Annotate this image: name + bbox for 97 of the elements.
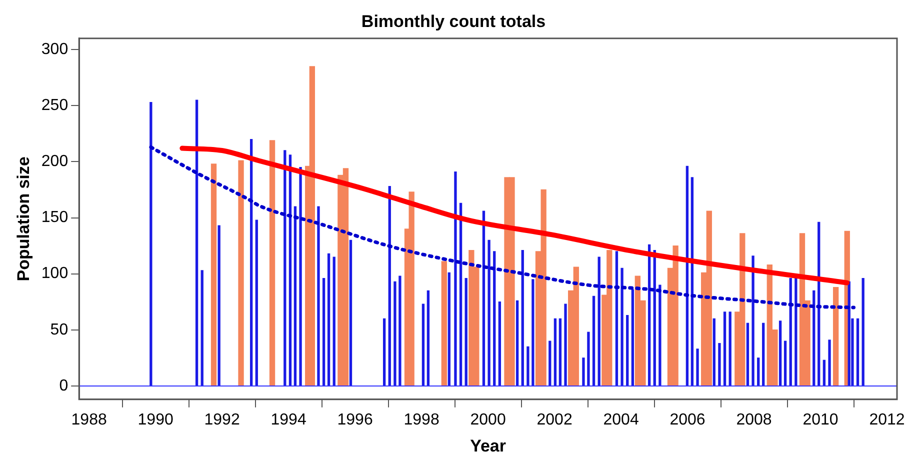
bar	[696, 348, 699, 386]
bar	[332, 256, 336, 386]
y-tick-label: 150	[41, 209, 68, 226]
bar	[150, 102, 152, 386]
bar	[521, 250, 524, 386]
bar	[317, 206, 320, 386]
bar	[762, 322, 765, 386]
y-axis-title: Population size	[14, 156, 33, 282]
bar	[498, 302, 502, 386]
bar	[812, 290, 816, 386]
bar	[723, 312, 726, 386]
bar	[631, 289, 634, 386]
bar	[587, 332, 590, 386]
y-tick-label: 100	[41, 265, 68, 282]
bar	[269, 140, 276, 386]
bar	[516, 300, 519, 386]
bar	[488, 240, 490, 386]
bar	[828, 340, 831, 386]
x-tick-label: 2012	[869, 411, 905, 428]
bar	[195, 100, 198, 386]
bar	[408, 192, 414, 386]
bar	[532, 279, 534, 386]
bar	[210, 164, 217, 386]
bar	[626, 314, 629, 386]
y-tick-label: 50	[50, 321, 68, 338]
bar	[398, 276, 402, 386]
bar	[789, 278, 792, 386]
bar	[718, 343, 721, 386]
x-tick-label: 2008	[736, 411, 772, 428]
bar	[294, 206, 297, 386]
line-series	[149, 145, 856, 310]
x-tick-label: 2006	[670, 411, 706, 428]
bar	[686, 166, 689, 386]
bar	[856, 318, 860, 386]
y-tick-label: 200	[41, 153, 68, 170]
x-tick-label: 1996	[337, 411, 373, 428]
bar	[309, 66, 315, 386]
y-tick-label: 0	[59, 377, 68, 394]
x-tick-label: 1994	[270, 411, 306, 428]
bar	[250, 138, 253, 386]
bar	[620, 268, 624, 386]
bar	[288, 154, 292, 386]
bar	[299, 167, 302, 386]
bar	[848, 281, 850, 386]
bar	[752, 256, 754, 386]
bar	[255, 220, 258, 386]
bar	[327, 253, 330, 386]
bar	[822, 360, 826, 386]
bar	[200, 270, 204, 386]
x-tick-label: 2004	[603, 411, 639, 428]
x-tick-label: 1992	[204, 411, 240, 428]
bar	[592, 296, 596, 386]
bar	[778, 320, 782, 386]
bar	[554, 318, 557, 386]
bar	[441, 261, 447, 386]
bar	[284, 150, 286, 386]
x-tick-label: 1998	[404, 411, 440, 428]
x-tick-label: 2002	[536, 411, 572, 428]
y-tick-label: 250	[41, 97, 68, 114]
bar	[526, 346, 530, 386]
bar	[322, 278, 326, 386]
bar	[862, 278, 864, 386]
bar	[349, 240, 352, 386]
bar	[690, 177, 694, 386]
bar	[712, 318, 716, 386]
bar	[422, 304, 425, 386]
bar	[658, 284, 662, 386]
bar	[493, 251, 496, 386]
bar	[482, 210, 486, 386]
chart-title: Bimonthly count totals	[361, 12, 546, 31]
bar	[394, 281, 396, 386]
bar	[218, 225, 220, 386]
x-tick-label: 2010	[802, 411, 838, 428]
bar	[382, 318, 386, 386]
y-tick-label: 300	[41, 41, 68, 58]
bar	[564, 304, 567, 386]
bar	[548, 340, 552, 386]
bar	[746, 322, 750, 386]
bar	[454, 171, 457, 386]
bar	[558, 318, 562, 386]
bar	[832, 286, 839, 386]
bar	[464, 278, 468, 386]
bar	[448, 272, 450, 386]
bar	[388, 186, 391, 386]
bar	[459, 202, 462, 386]
bar	[757, 358, 760, 386]
x-tick-label: 1990	[138, 411, 174, 428]
bar	[598, 256, 600, 386]
bar	[426, 290, 430, 386]
x-tick-label: 1988	[71, 411, 107, 428]
bar	[615, 251, 618, 386]
x-tick-label: 2000	[470, 411, 506, 428]
bar	[728, 312, 732, 386]
bar	[582, 358, 585, 386]
x-axis-title: Year	[470, 436, 506, 456]
bar	[238, 160, 244, 386]
bar	[784, 340, 787, 386]
